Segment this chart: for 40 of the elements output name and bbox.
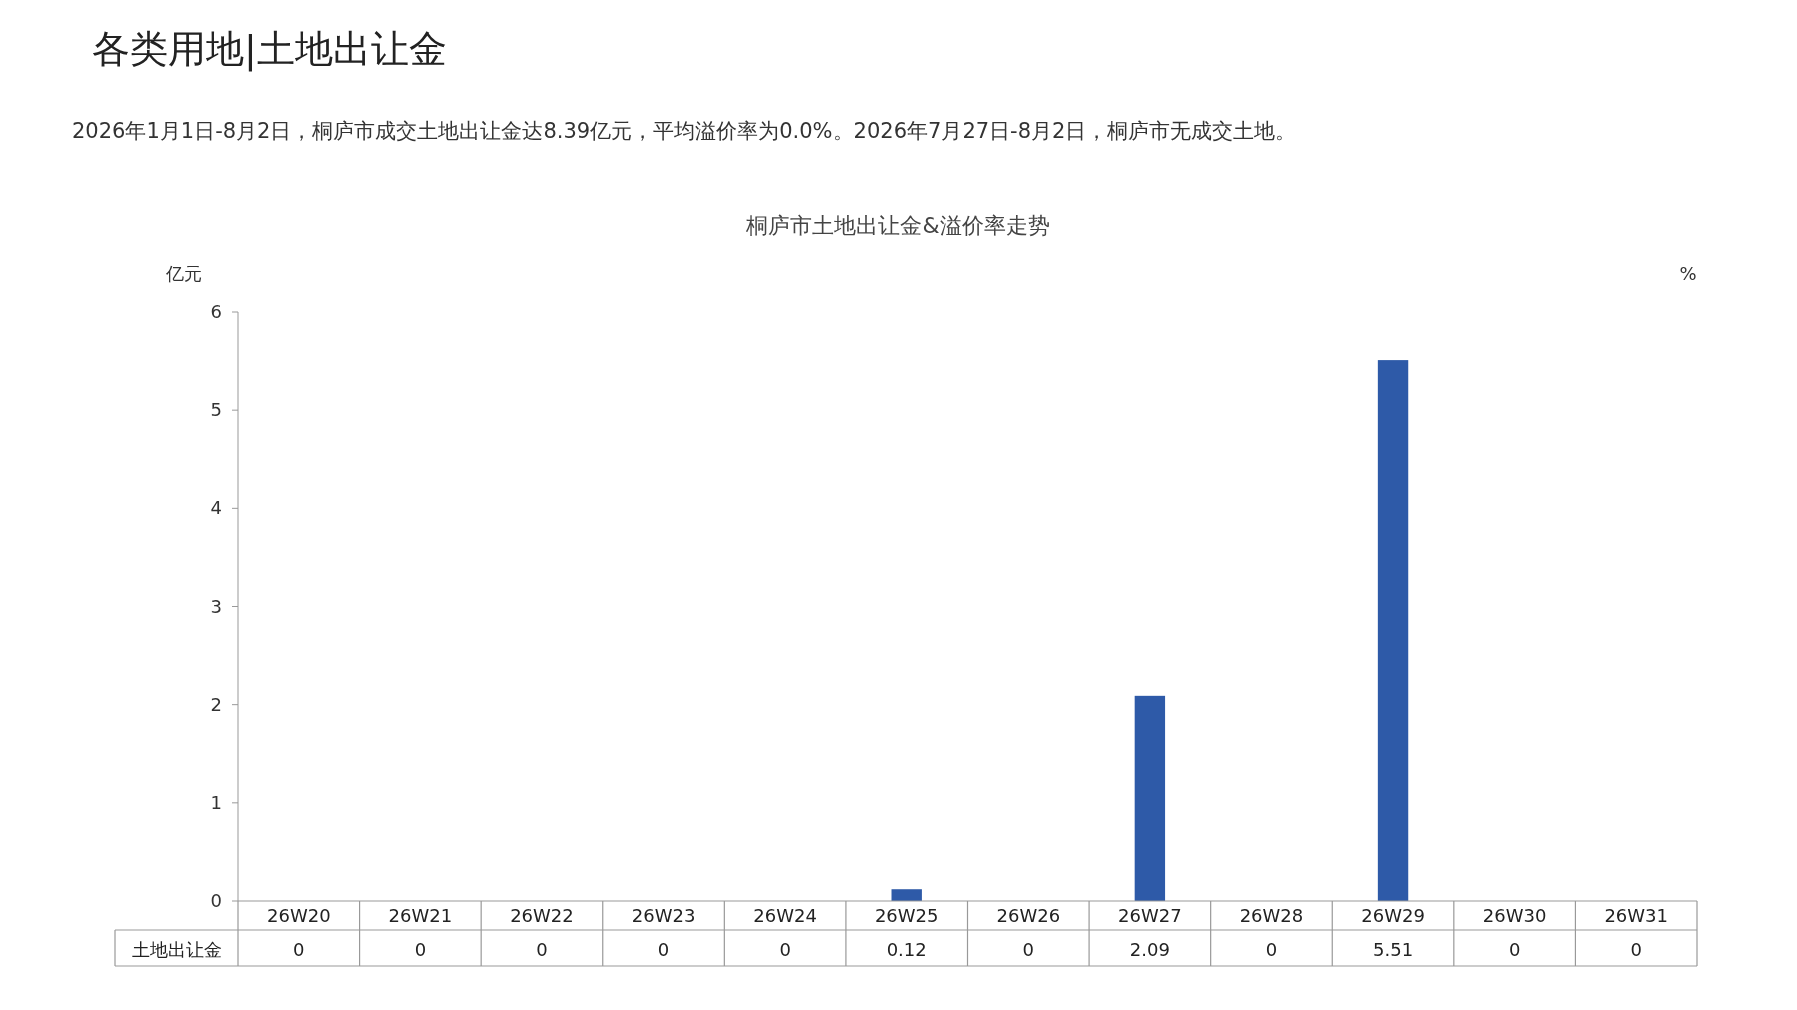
data-label: 5.51 [1373,939,1414,960]
data-label: 0 [1265,939,1278,960]
y-tick-label: 1 [210,791,222,813]
x-tick-label: 26W30 [1482,905,1547,926]
data-label: 0 [536,939,548,960]
y-tick-label: 5 [210,399,222,421]
x-tick-label: 26W31 [1604,905,1669,926]
y-tick-label: 4 [210,497,222,519]
data-label: 0 [779,939,791,960]
x-tick-label: 26W27 [1118,905,1182,926]
x-tick-label: 26W21 [388,905,453,926]
x-tick-label: 26W20 [266,905,331,926]
data-label: 0.12 [886,939,927,960]
bar [1134,695,1166,901]
y-tick-label: 3 [210,595,222,617]
x-tick-label: 26W26 [996,905,1061,926]
x-tick-label: 26W22 [510,905,574,926]
text: 各类用地|土地出让金 [92,27,447,72]
x-tick-label: 26W23 [631,905,696,926]
x-tick-label: 26W28 [1239,905,1304,926]
bar [1377,360,1409,901]
data-label: 0 [293,939,305,960]
data-label: 0 [1022,939,1035,960]
x-tick-label: 26W24 [753,905,817,926]
y-tick-label: 6 [210,301,222,322]
y-tick-label: 2 [210,693,222,715]
bar [891,889,922,901]
text: 土地出让金 [131,939,222,960]
x-tick-label: 26W29 [1361,905,1425,926]
data-label: 0 [1508,939,1521,960]
data-label: 0 [1630,939,1642,960]
y2-axis-title: % [1679,263,1697,284]
x-tick-label: 26W25 [874,905,939,926]
data-label: 2.09 [1129,939,1170,960]
text: 2026年1月1日-8月2日，桐庐市成交土地出让金达8.39亿元，平均溢价率为0.0%。2026年7月27日-8月2日，桐庐市无成交土地。 [72,119,1297,143]
chart-title: 桐庐市土地出让金&溢价率走势 [745,213,1050,238]
y-tick-label: 0 [210,890,222,911]
y-axis-title: 亿元 [165,263,202,284]
data-label: 0 [414,939,427,960]
data-label: 0 [657,939,670,960]
